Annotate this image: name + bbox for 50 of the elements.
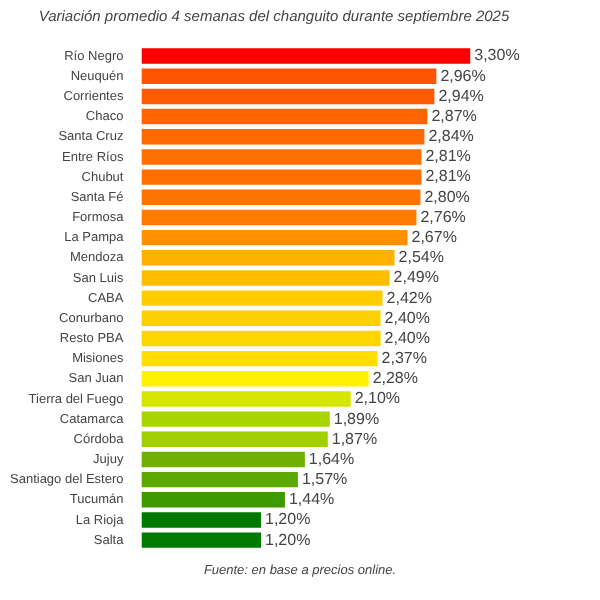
data-label: 1,87%	[331, 429, 378, 448]
data-label: 2,94%	[438, 86, 484, 105]
data-label: 2,49%	[393, 268, 439, 287]
bar	[141, 532, 262, 548]
data-label: 3,30%	[474, 46, 520, 65]
bar	[141, 149, 422, 165]
bar	[141, 310, 381, 326]
bar	[141, 471, 298, 488]
bar	[141, 169, 422, 185]
data-label: 2,42%	[386, 288, 432, 307]
data-label: 2,28%	[372, 369, 418, 388]
bar	[141, 48, 471, 64]
bar	[141, 431, 328, 447]
data-label: 2,96%	[440, 66, 486, 85]
bar	[141, 512, 262, 528]
data-label: 2,37%	[381, 349, 427, 368]
data-label: 2,10%	[354, 389, 401, 408]
bar	[141, 209, 417, 226]
bar	[141, 451, 305, 468]
bar	[141, 371, 369, 387]
bar	[141, 68, 437, 84]
bar	[141, 391, 351, 407]
bar	[141, 229, 408, 246]
data-label: 2,80%	[424, 187, 470, 206]
bar	[141, 88, 435, 105]
data-label: 1,64%	[308, 449, 355, 468]
data-label: 2,84%	[428, 127, 474, 146]
data-label: 2,54%	[398, 248, 444, 267]
data-label: 2,81%	[425, 167, 471, 186]
data-label: 2,76%	[420, 207, 466, 226]
data-label: 2,67%	[411, 228, 457, 246]
bar	[141, 492, 285, 508]
data-label: 2,81%	[425, 147, 471, 166]
bar	[141, 189, 421, 205]
data-label: 1,57%	[301, 470, 348, 489]
data-label: 2,40%	[384, 308, 430, 327]
bar	[141, 250, 395, 266]
bar	[141, 411, 330, 427]
data-label: 2,87%	[431, 106, 477, 125]
bar	[141, 330, 381, 347]
data-label: 1,44%	[288, 490, 335, 509]
bar	[141, 350, 378, 367]
bar	[141, 270, 390, 286]
bar	[141, 129, 425, 145]
data-label: 1,20%	[265, 510, 311, 529]
data-label: 1,20%	[265, 530, 311, 549]
data-label: 1,89%	[333, 409, 380, 428]
bar	[141, 290, 383, 306]
data-label: 2,40%	[384, 328, 430, 347]
bar	[141, 108, 428, 125]
